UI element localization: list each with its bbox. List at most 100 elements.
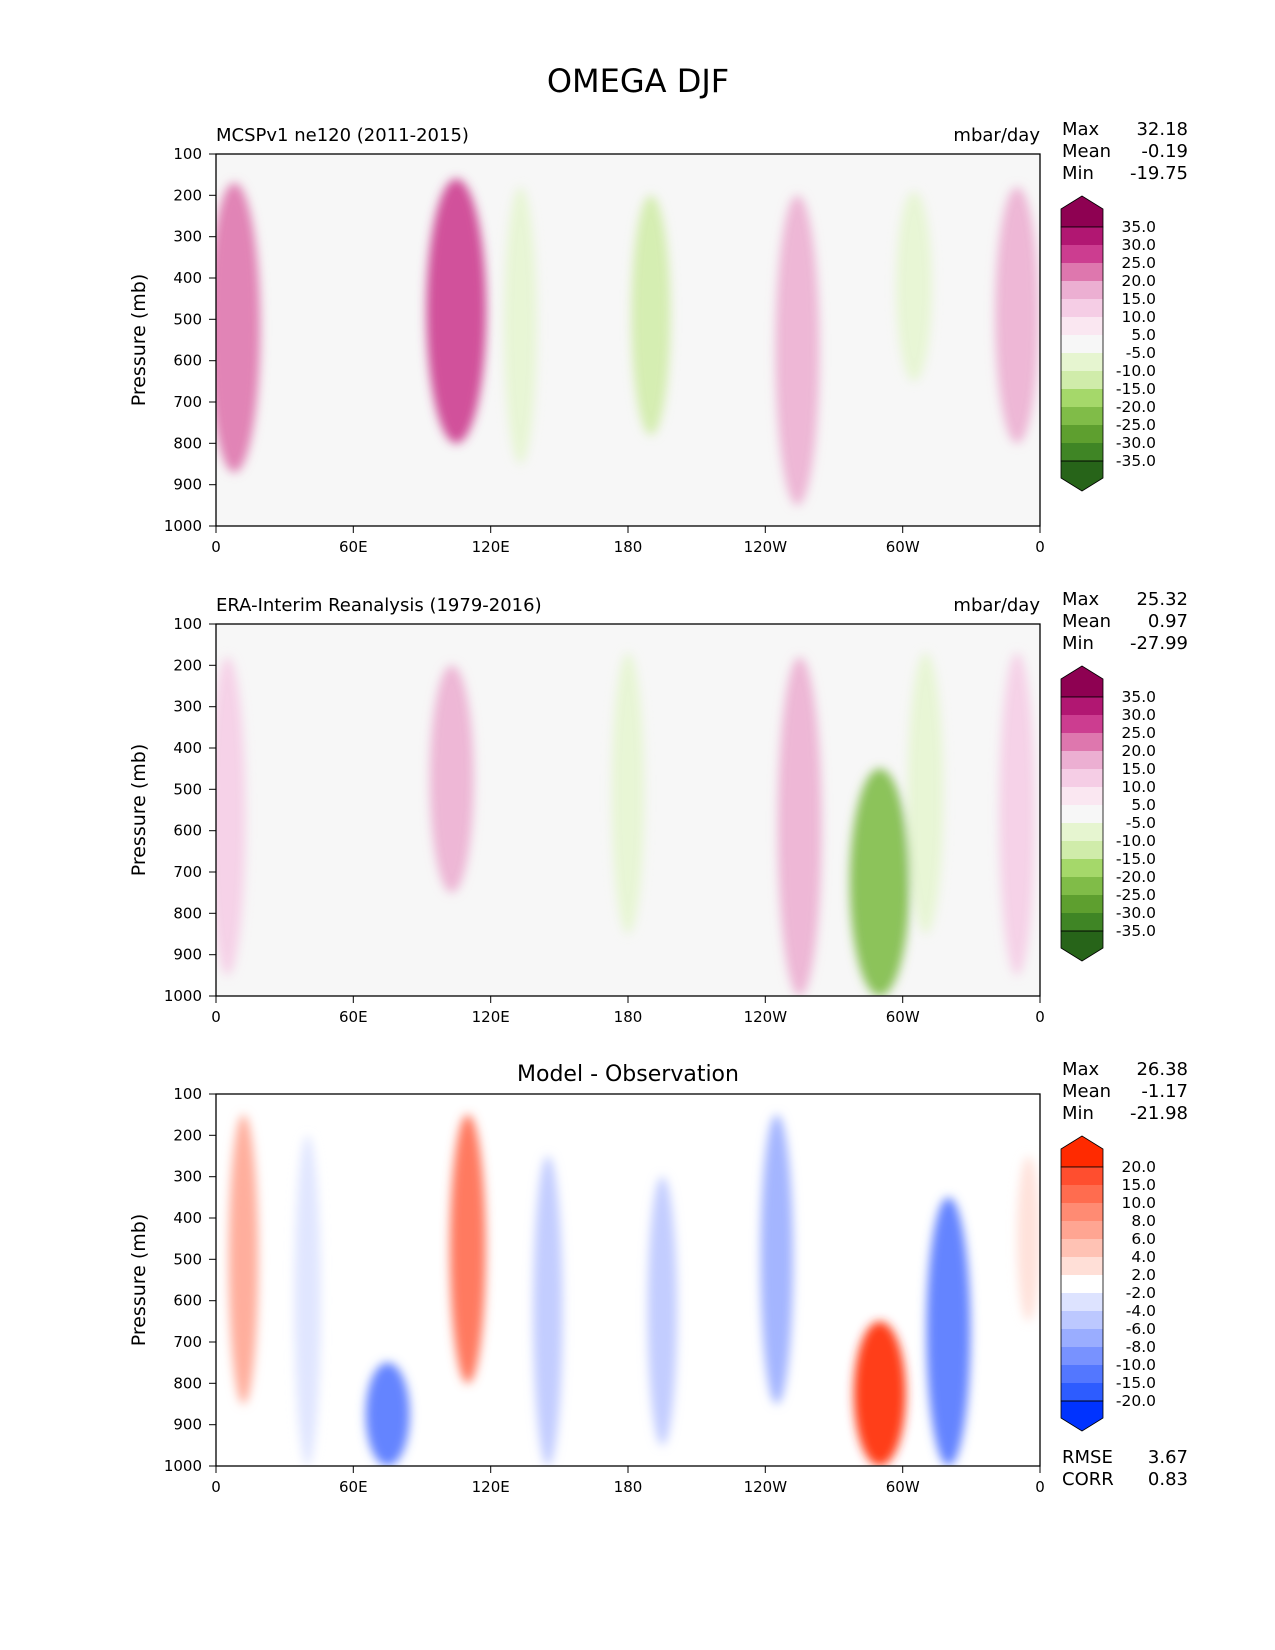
colorbar-segment [1061, 805, 1103, 823]
y-tick-label: 200 [173, 186, 202, 204]
colorbar-label: 35.0 [1121, 688, 1156, 706]
colorbar-label: 10.0 [1121, 308, 1156, 326]
colorbar-observation: 35.0 30.0 25.0 20.0 15.0 10.0 5.0 -5.0 -… [1060, 665, 1156, 962]
colorbar-label: -10.0 [1116, 1356, 1156, 1374]
colorbar-segment [1061, 389, 1103, 407]
stat-label: Min [1062, 163, 1094, 184]
contour-feature [504, 187, 537, 465]
colorbar-segment [1061, 1167, 1103, 1185]
contour-feature [775, 195, 820, 506]
colorbar-label: 30.0 [1121, 236, 1156, 254]
colorbar-segment [1061, 733, 1103, 751]
x-tick-label: 60E [339, 1008, 368, 1026]
colorbar-segment [1061, 1347, 1103, 1365]
colorbar-label: -15.0 [1116, 380, 1156, 398]
colorbar-model: 35.0 30.0 25.0 20.0 15.0 10.0 5.0 -5.0 -… [1060, 195, 1156, 492]
colorbar-label: -8.0 [1126, 1338, 1156, 1356]
colorbar-label: 2.0 [1131, 1266, 1156, 1284]
x-tick-label: 0 [1035, 538, 1045, 556]
colorbar-segment [1061, 425, 1103, 443]
y-tick-label: 600 [173, 1292, 202, 1310]
contour-field-observation [216, 652, 1036, 996]
x-tick-label: 120E [472, 1008, 510, 1026]
x-tick-label: 120W [744, 1008, 788, 1026]
y-tick-label: 1000 [164, 1457, 202, 1475]
stat-value: -21.98 [1130, 1103, 1188, 1124]
colorbar-segment [1061, 353, 1103, 371]
contour-feature [216, 182, 261, 473]
colorbar-segment [1061, 407, 1103, 425]
colorbar-label: -20.0 [1116, 1392, 1156, 1410]
contour-feature [849, 768, 910, 996]
stat-label: Max [1062, 119, 1100, 140]
stat-value: -19.75 [1130, 163, 1188, 184]
colorbar-bottom-cap [1060, 460, 1104, 492]
colorbar-segment [1061, 1221, 1103, 1239]
y-tick-label: 300 [173, 698, 202, 716]
colorbar-segment [1061, 281, 1103, 299]
colorbar-segment [1061, 1293, 1103, 1311]
y-tick-label: 200 [173, 1126, 202, 1144]
x-tick-label: 180 [614, 1008, 643, 1026]
panel-title-model: MCSPv1 ne120 (2011-2015) [216, 125, 469, 146]
x-tick-label: 180 [614, 1478, 643, 1496]
contour-field-difference [228, 1114, 1040, 1466]
colorbar-segment [1061, 1383, 1103, 1401]
stat-label: Max [1062, 589, 1100, 610]
colorbar-label: -25.0 [1116, 416, 1156, 434]
colorbar-segment [1061, 823, 1103, 841]
colorbar-label: 5.0 [1131, 796, 1156, 814]
colorbar-label: -5.0 [1126, 814, 1156, 832]
contour-feature [294, 1135, 321, 1466]
x-tick-label: 0 [1035, 1008, 1045, 1026]
colorbar-segment [1061, 245, 1103, 263]
contour-feature [853, 1321, 906, 1466]
stat-label: Mean [1062, 141, 1111, 162]
colorbar-frame [1060, 1166, 1104, 1402]
colorbar-label: -15.0 [1116, 1374, 1156, 1392]
colorbar-segment [1061, 787, 1103, 805]
contour-feature [429, 665, 474, 893]
panel-difference: Model - Observation Pressure (mb) 100 20… [128, 1059, 1188, 1496]
colorbar-label: -6.0 [1126, 1320, 1156, 1338]
stat-label: Mean [1062, 1081, 1111, 1102]
y-axis-label-difference: Pressure (mb) [128, 1214, 150, 1347]
y-tick-label: 500 [173, 1250, 202, 1268]
colorbar-label: 6.0 [1131, 1230, 1156, 1248]
x-tick-label: 60W [886, 1008, 920, 1026]
colorbar-segment [1061, 1275, 1103, 1293]
rmse-value: 3.67 [1148, 1447, 1188, 1468]
colorbar-segment [1061, 751, 1103, 769]
colorbar-segment [1061, 913, 1103, 931]
colorbar-frame [1060, 696, 1104, 932]
stat-value: 0.97 [1148, 611, 1188, 632]
contour-feature [896, 191, 933, 382]
y-tick-label: 600 [173, 352, 202, 370]
colorbar-segment [1061, 859, 1103, 877]
y-tick-label: 800 [173, 434, 202, 452]
x-tick-label: 120E [472, 538, 510, 556]
colorbar-label: 20.0 [1121, 1158, 1156, 1176]
contour-feature [907, 652, 944, 934]
colorbar-label: -5.0 [1126, 344, 1156, 362]
stat-value: -1.17 [1141, 1081, 1188, 1102]
colorbar-label: 30.0 [1121, 706, 1156, 724]
y-tick-label: 300 [173, 228, 202, 246]
panel-title-observation: ERA-Interim Reanalysis (1979-2016) [216, 595, 542, 616]
plot-background-difference [216, 1094, 1040, 1466]
x-axis-difference: 0 60E 120E 180 120W 60W 0 [211, 1466, 1045, 1496]
stat-label: Mean [1062, 611, 1111, 632]
colorbar-segment [1061, 263, 1103, 281]
colorbar-segment [1061, 1239, 1103, 1257]
x-tick-label: 120W [744, 538, 788, 556]
x-tick-label: 0 [211, 1478, 221, 1496]
colorbar-label: 20.0 [1121, 742, 1156, 760]
y-tick-label: 1000 [164, 517, 202, 535]
x-tick-label: 120W [744, 1478, 788, 1496]
stats-model: Max 32.18 Mean -0.19 Min -19.75 [1062, 119, 1188, 184]
colorbar-segment [1061, 1257, 1103, 1275]
contour-feature [365, 1362, 410, 1466]
contour-feature [777, 657, 822, 996]
colorbar-segment [1061, 371, 1103, 389]
contour-feature [426, 178, 487, 444]
